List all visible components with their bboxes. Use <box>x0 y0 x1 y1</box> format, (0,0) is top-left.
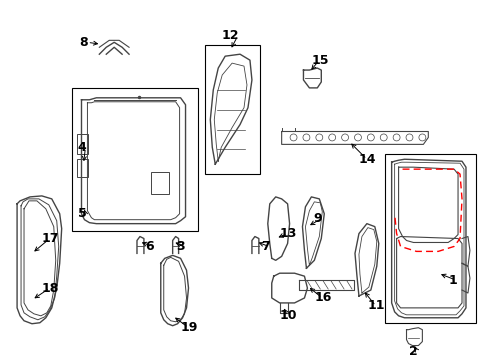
Text: 12: 12 <box>221 29 239 42</box>
Text: 6: 6 <box>144 240 153 253</box>
Text: 3: 3 <box>176 240 185 253</box>
Text: 18: 18 <box>42 282 59 294</box>
Text: 10: 10 <box>279 309 297 322</box>
Text: 4: 4 <box>78 141 86 154</box>
Text: 1: 1 <box>447 274 456 287</box>
Text: 19: 19 <box>180 321 198 334</box>
Text: 16: 16 <box>314 292 331 305</box>
Text: 17: 17 <box>42 232 59 245</box>
Text: 14: 14 <box>358 153 376 166</box>
Bar <box>384 154 475 323</box>
Text: 2: 2 <box>408 345 417 358</box>
Text: 8: 8 <box>80 36 88 49</box>
Bar <box>77 159 88 177</box>
Bar <box>77 135 88 154</box>
Text: 13: 13 <box>279 227 296 240</box>
Bar <box>71 88 198 231</box>
Bar <box>205 45 259 174</box>
Bar <box>151 172 168 194</box>
Text: 9: 9 <box>313 212 321 225</box>
Text: 11: 11 <box>367 300 385 312</box>
Text: 5: 5 <box>78 207 86 220</box>
Text: 15: 15 <box>311 54 328 67</box>
Text: 7: 7 <box>260 240 269 253</box>
